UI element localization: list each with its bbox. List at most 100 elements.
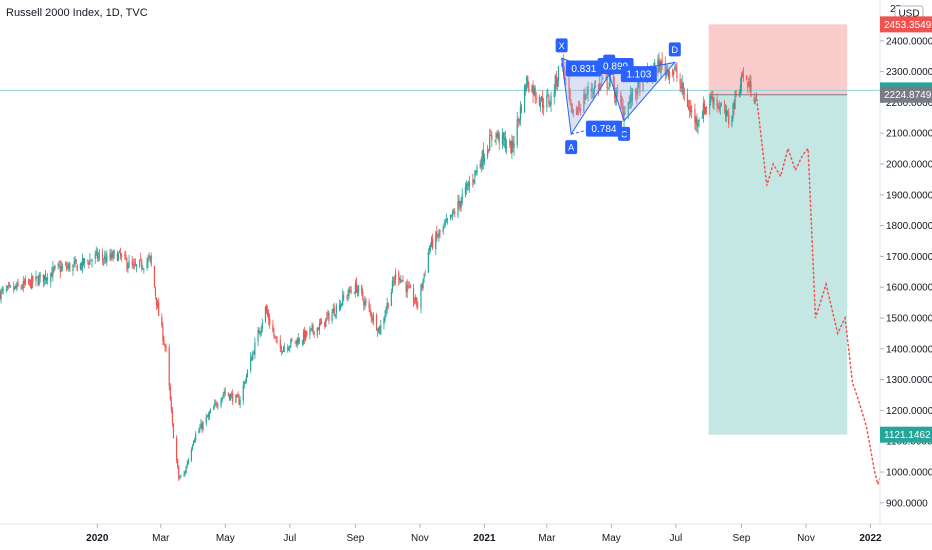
candle-body <box>384 314 386 321</box>
candle-body <box>369 309 371 312</box>
candle-body <box>635 88 637 93</box>
candle-body <box>149 255 151 258</box>
candle-body <box>658 59 660 73</box>
candle-body <box>89 259 91 265</box>
candle-body <box>532 84 534 96</box>
candle-body <box>291 339 293 341</box>
candle-body <box>58 264 60 266</box>
candle-body <box>46 277 49 281</box>
pattern-ratio-badge <box>585 120 622 137</box>
candle-body <box>412 288 415 303</box>
candle-body <box>132 264 134 267</box>
candle-body <box>265 307 268 312</box>
candle-body <box>112 251 114 258</box>
candle-body <box>75 259 77 264</box>
candle-body <box>549 103 551 106</box>
candle-body <box>636 93 638 96</box>
candle-body <box>661 58 663 65</box>
candle-body <box>444 222 446 225</box>
candle-body <box>140 258 142 260</box>
candle-body <box>154 287 157 296</box>
candle-body <box>257 330 259 342</box>
candle-body <box>472 180 474 182</box>
candle-body <box>383 318 385 324</box>
candle-body <box>69 263 71 271</box>
candle-body <box>0 290 2 300</box>
candle-body <box>363 300 365 306</box>
candle-body <box>569 90 571 103</box>
candle-body <box>591 90 593 92</box>
candle-body <box>631 88 634 101</box>
candle-body <box>629 94 631 103</box>
candle-body <box>541 97 544 108</box>
candle-body <box>738 93 740 96</box>
candle-body <box>747 81 749 88</box>
candle-body <box>400 279 402 283</box>
candle-body <box>509 140 511 145</box>
candle-body <box>44 273 47 280</box>
candle-body <box>583 94 585 112</box>
time-tick-label: Jul <box>283 533 296 544</box>
pattern-point-x-label: X <box>559 41 565 51</box>
candle-body <box>674 68 676 71</box>
candle-body <box>535 97 537 99</box>
candle-body <box>332 308 334 313</box>
candle-body <box>621 103 623 106</box>
candle-body <box>580 108 582 111</box>
candle-body <box>719 106 721 108</box>
candle-body <box>496 133 498 137</box>
candle-body <box>237 394 239 398</box>
candle-body <box>740 76 743 88</box>
candle-body <box>81 257 84 269</box>
candle-body <box>200 423 202 429</box>
candle-body <box>673 71 675 75</box>
candle-body <box>550 95 552 105</box>
candle-body <box>235 395 237 403</box>
candle-body <box>408 286 410 288</box>
candle-body <box>386 302 388 311</box>
time-tick-label: Sep <box>346 533 364 544</box>
candle-body <box>423 273 425 279</box>
candle-body <box>491 134 493 141</box>
candle-body <box>577 107 580 109</box>
candle-body <box>593 85 596 92</box>
candle-body <box>84 258 86 263</box>
candle-body <box>53 267 55 269</box>
candle-body <box>749 81 751 88</box>
candle-body <box>667 70 670 78</box>
candle-body <box>556 80 559 87</box>
candle-body <box>290 339 292 346</box>
candle-body <box>98 254 101 256</box>
candle-body <box>213 407 215 411</box>
candle-body <box>430 238 433 247</box>
candle-body <box>409 286 411 289</box>
candle-body <box>479 164 481 168</box>
candle-body <box>68 264 70 269</box>
candle-body <box>668 71 671 78</box>
candle-body <box>390 291 392 307</box>
time-axis[interactable]: 2020 Mar May Jul Sep Nov 2021 Mar May Jul Sep Nov 20… <box>0 523 932 544</box>
candle-body <box>220 400 222 407</box>
candle-body <box>391 280 394 291</box>
candle-body <box>513 143 515 149</box>
candle-body <box>176 437 178 461</box>
candle-body <box>282 347 285 352</box>
pattern-ratio-label: 0.899 <box>603 62 628 73</box>
candle-body <box>718 107 720 110</box>
candle-body <box>624 112 626 115</box>
pattern-point-d-label: D <box>672 45 679 55</box>
candle-body <box>691 110 693 113</box>
candle-body <box>548 96 550 104</box>
candle-body <box>162 326 164 342</box>
time-tick-label: Nov <box>797 533 815 544</box>
candle-body <box>393 281 396 282</box>
candle-body <box>61 266 64 268</box>
candle-body <box>32 276 34 283</box>
candle-body <box>723 107 726 109</box>
candle-body <box>9 286 12 287</box>
candle-body <box>326 316 328 318</box>
candle-body <box>584 92 586 101</box>
candle-body <box>483 157 486 163</box>
candle-body <box>252 352 254 360</box>
